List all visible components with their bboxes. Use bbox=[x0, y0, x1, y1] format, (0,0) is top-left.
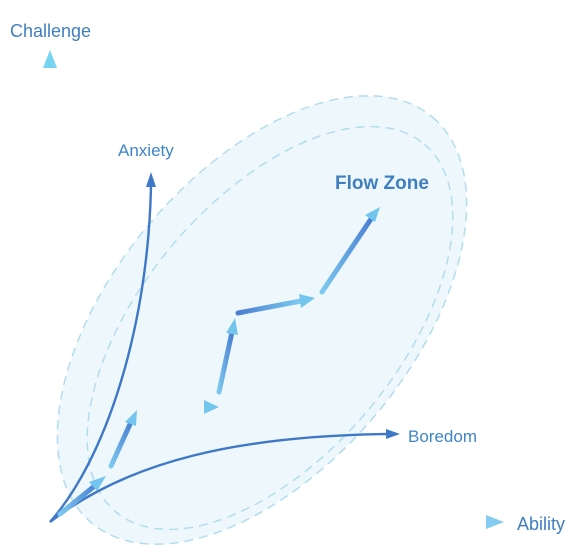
boredom-curve bbox=[49, 429, 400, 523]
flow-step-4 bbox=[216, 318, 238, 395]
boredom-label: Boredom bbox=[408, 427, 477, 446]
flow-zone-region bbox=[56, 95, 468, 545]
flow-step-1 bbox=[57, 476, 106, 517]
flow-step-3 bbox=[147, 400, 219, 414]
y-axis bbox=[43, 50, 57, 522]
anxiety-curve bbox=[49, 172, 156, 523]
x-axis bbox=[48, 515, 504, 529]
flow-step-5 bbox=[235, 294, 315, 316]
flow-step-6 bbox=[319, 207, 380, 295]
flow-step-2 bbox=[108, 410, 137, 469]
flow-path bbox=[57, 207, 380, 517]
flow-zone-label: Flow Zone bbox=[335, 173, 429, 194]
y-axis-arrowhead-icon bbox=[43, 50, 57, 68]
y-axis-label: Challenge bbox=[10, 21, 92, 41]
x-axis-label: Ability bbox=[517, 514, 566, 534]
x-axis-arrowhead-icon bbox=[486, 515, 504, 529]
anxiety-label: Anxiety bbox=[118, 141, 174, 160]
